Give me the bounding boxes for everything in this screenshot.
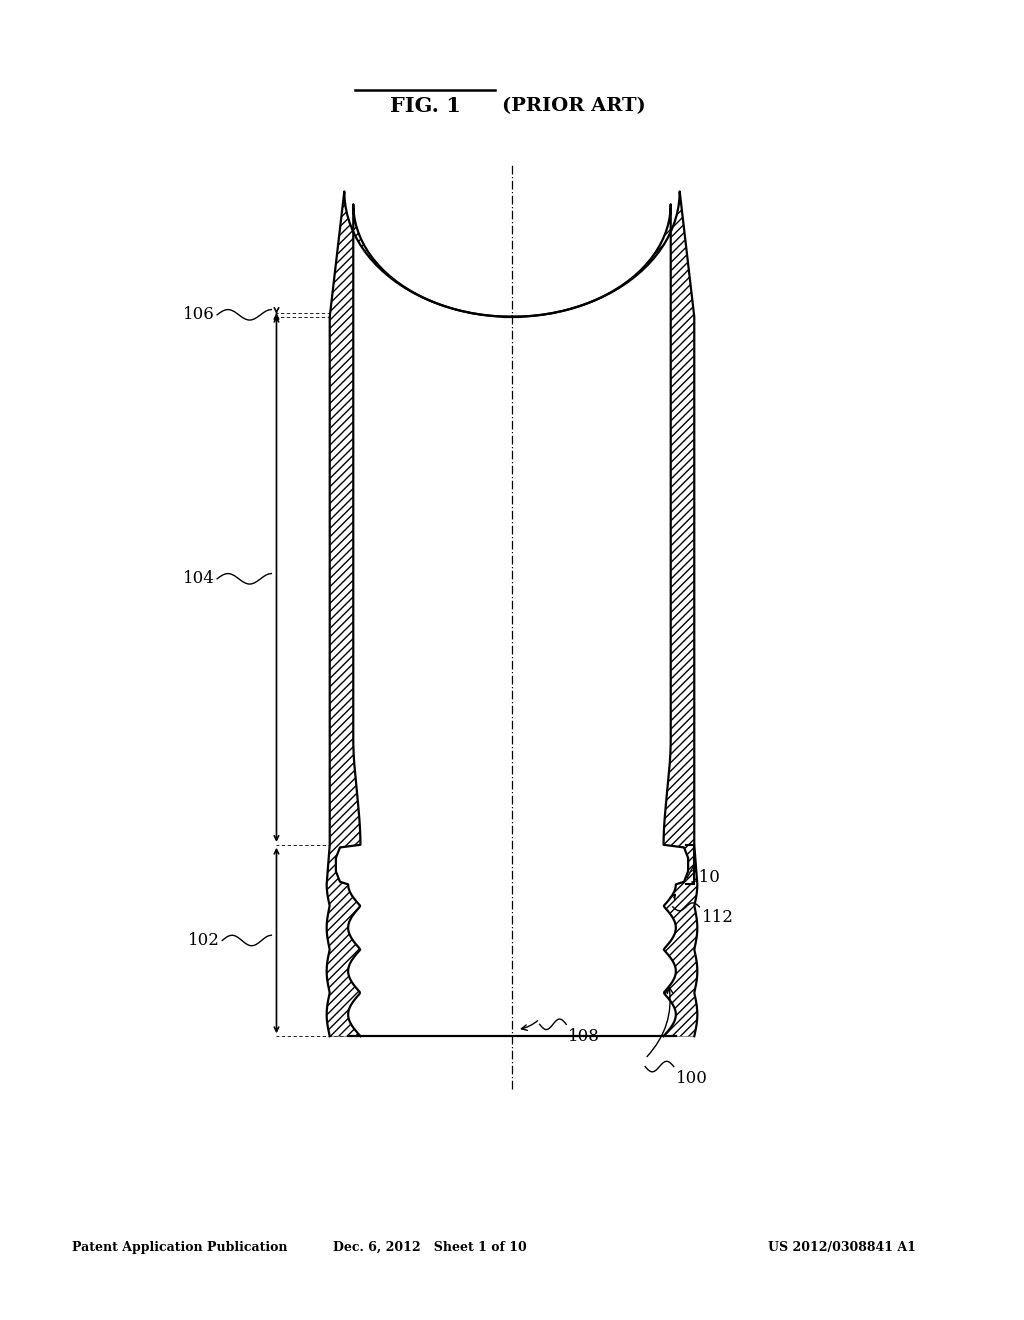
- Polygon shape: [327, 191, 512, 1036]
- Text: 108: 108: [568, 1028, 600, 1044]
- Text: 112: 112: [701, 909, 733, 925]
- Polygon shape: [512, 191, 697, 1036]
- Text: 102: 102: [188, 932, 220, 949]
- Text: FIG. 1: FIG. 1: [389, 95, 461, 116]
- Text: 110: 110: [689, 870, 721, 886]
- Text: 106: 106: [183, 306, 215, 323]
- Text: US 2012/0308841 A1: US 2012/0308841 A1: [768, 1241, 915, 1254]
- Text: (PRIOR ART): (PRIOR ART): [502, 96, 645, 115]
- Text: 100: 100: [676, 1071, 708, 1086]
- Text: Dec. 6, 2012   Sheet 1 of 10: Dec. 6, 2012 Sheet 1 of 10: [333, 1241, 527, 1254]
- Text: Patent Application Publication: Patent Application Publication: [72, 1241, 287, 1254]
- Text: 104: 104: [183, 570, 215, 587]
